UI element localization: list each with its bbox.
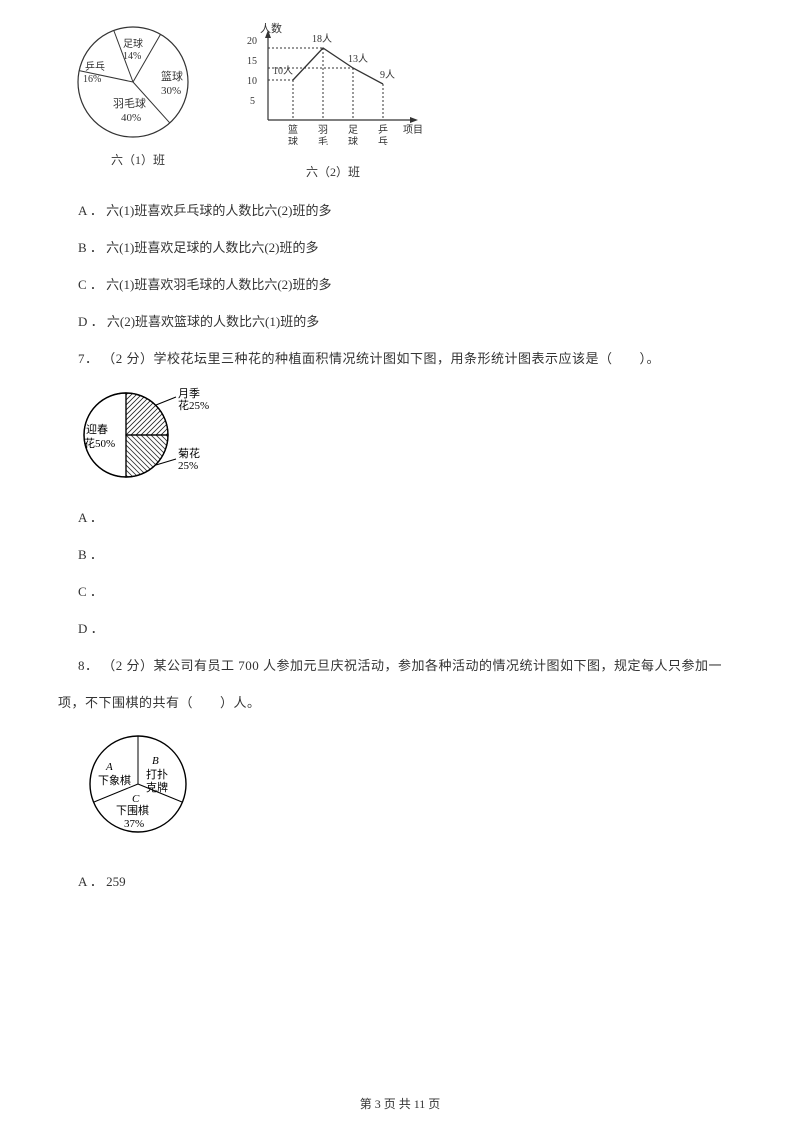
q8-text-l1: 8． （2 分）某公司有员工 700 人参加元旦庆祝活动，参加各种活动的情况统计… — [78, 655, 742, 674]
q6-option-d: D ． 六(2)班喜欢篮球的人数比六(1)班的多 — [78, 311, 742, 330]
svg-text:足球: 足球 — [123, 37, 143, 50]
svg-text:篮球: 篮球 — [161, 69, 183, 83]
svg-text:5: 5 — [250, 96, 255, 107]
svg-text:10人: 10人 — [273, 65, 293, 77]
q6-pie-caption: 六（1）班 — [111, 151, 165, 168]
svg-text:花25%: 花25% — [178, 399, 209, 412]
q8-pie-chart: A 下象棋 B 打扑 克牌 C 下围棋 37% — [78, 729, 218, 849]
svg-text:30%: 30% — [161, 85, 181, 97]
q7-option-d: D ． — [78, 618, 742, 637]
q6-charts: 篮球 30% 羽毛球 40% 乒乓 16% 足球 14% 六（1）班 人数 5 … — [68, 20, 742, 180]
q6-option-c: C ． 六(1)班喜欢羽毛球的人数比六(2)班的多 — [78, 274, 742, 293]
svg-text:足: 足 — [348, 124, 358, 136]
svg-text:项目: 项目 — [403, 124, 423, 136]
svg-text:菊花: 菊花 — [178, 447, 200, 460]
svg-text:10: 10 — [247, 76, 257, 87]
q6-pie-box: 篮球 30% 羽毛球 40% 乒乓 16% 足球 14% 六（1）班 — [68, 20, 208, 180]
svg-text:花50%: 花50% — [84, 437, 115, 450]
svg-text:40%: 40% — [121, 112, 141, 124]
svg-text:乒乓: 乒乓 — [85, 60, 105, 73]
svg-text:9人: 9人 — [380, 69, 395, 81]
svg-text:乒: 乒 — [378, 123, 388, 136]
q7-pie-chart: 迎春 花50% 月季 花25% 菊花 25% — [78, 385, 248, 485]
svg-text:克牌: 克牌 — [146, 780, 168, 794]
q6-line-chart: 人数 5 10 15 20 10人 18人 13人 — [238, 20, 428, 145]
q7-option-a: A ． — [78, 507, 742, 526]
q6-option-a: A ． 六(1)班喜欢乒乓球的人数比六(2)班的多 — [78, 200, 742, 219]
svg-text:C: C — [132, 793, 140, 805]
q7-option-c: C ． — [78, 581, 742, 600]
svg-text:16%: 16% — [83, 74, 101, 85]
q6-line-caption: 六（2）班 — [306, 163, 360, 180]
svg-text:毛: 毛 — [318, 136, 328, 145]
svg-text:羽毛球: 羽毛球 — [113, 96, 146, 110]
svg-text:下围棋: 下围棋 — [116, 803, 149, 817]
q7-pie-box: 迎春 花50% 月季 花25% 菊花 25% — [78, 385, 742, 489]
q6-line-box: 人数 5 10 15 20 10人 18人 13人 — [238, 20, 428, 180]
q8-option-a: A ． 259 — [78, 871, 742, 890]
svg-text:37%: 37% — [124, 818, 144, 830]
svg-text:25%: 25% — [178, 460, 198, 472]
svg-text:球: 球 — [288, 135, 298, 145]
svg-text:月季: 月季 — [178, 387, 200, 400]
q6-pie-chart: 篮球 30% 羽毛球 40% 乒乓 16% 足球 14% — [68, 20, 208, 145]
svg-text:18人: 18人 — [312, 33, 332, 45]
svg-text:13人: 13人 — [348, 53, 368, 65]
svg-text:下象棋: 下象棋 — [98, 773, 131, 787]
ylabel: 人数 — [260, 22, 282, 35]
svg-text:篮: 篮 — [288, 123, 298, 136]
svg-text:B: B — [152, 755, 159, 767]
q7-text: 7． （2 分）学校花坛里三种花的种植面积情况统计图如下图，用条形统计图表示应该… — [78, 348, 742, 367]
q6-option-b: B ． 六(1)班喜欢足球的人数比六(2)班的多 — [78, 237, 742, 256]
page-footer: 第 3 页 共 11 页 — [0, 1095, 800, 1112]
svg-text:15: 15 — [247, 56, 257, 67]
svg-text:球: 球 — [348, 135, 358, 145]
q8-text-l2: 项，不下围棋的共有（ ）人。 — [58, 692, 742, 711]
q7-option-b: B ． — [78, 544, 742, 563]
svg-text:A: A — [105, 761, 113, 773]
svg-text:羽: 羽 — [318, 124, 328, 136]
svg-text:乓: 乓 — [378, 135, 388, 145]
svg-text:打扑: 打扑 — [146, 767, 168, 781]
q8-pie-box: A 下象棋 B 打扑 克牌 C 下围棋 37% — [78, 729, 742, 853]
svg-text:迎春: 迎春 — [86, 423, 108, 436]
svg-text:20: 20 — [247, 36, 257, 47]
svg-text:14%: 14% — [123, 51, 141, 62]
